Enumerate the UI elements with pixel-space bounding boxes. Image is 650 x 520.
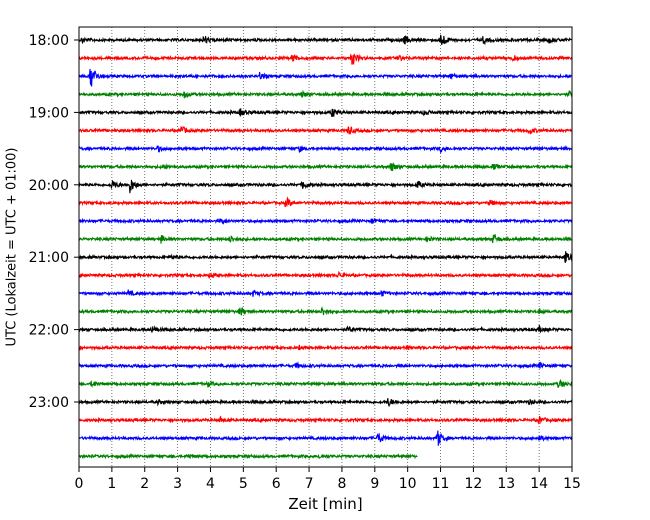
trace-2030 [78,217,573,225]
trace-2200 [78,324,573,334]
x-tick-label-2: 2 [140,476,149,492]
trace-1815 [78,53,573,65]
y-tick-label-5: 23:00 [29,395,69,411]
y-tick-label-3: 21:00 [29,250,69,266]
trace-2015 [78,196,573,208]
x-tick-label-1: 1 [107,476,116,492]
trace-2300 [78,398,573,407]
x-tick-label-12: 12 [464,476,482,492]
trace-1900 [78,108,573,118]
trace-2145 [78,306,573,316]
x-tick-label-0: 0 [75,476,84,492]
trace-2115 [78,270,573,280]
x-tick-label-15: 15 [563,476,581,492]
trace-1800 [78,34,573,46]
x-tick-label-9: 9 [370,476,379,492]
plot-frame [78,26,573,468]
trace-2130 [78,289,573,298]
trace-1830 [78,68,573,87]
trace-2345 [78,452,418,460]
x-tick-label-5: 5 [239,476,248,492]
trace-2215 [78,344,573,352]
x-tick-label-8: 8 [337,476,346,492]
trace-2245 [78,378,573,388]
trace-1845 [78,89,573,99]
trace-1915 [78,126,573,135]
y-axis-ticks: 18:00 19:00 20:00 21:00 22:00 23:00 [29,33,79,411]
x-tick-label-7: 7 [305,476,314,492]
trace-2100 [78,251,573,263]
trace-2045 [78,233,573,244]
trace-1945 [78,161,573,171]
x-tick-label-6: 6 [272,476,281,492]
x-axis-ticks: 0 1 2 3 4 5 6 7 8 9 10 11 12 13 14 15 [75,467,581,492]
x-tick-label-13: 13 [497,476,515,492]
trace-2000 [78,179,573,194]
y-tick-label-4: 22:00 [29,323,69,339]
trace-2230 [78,361,573,370]
y-axis-title: UTC (Lokalzeit = UTC + 01:00) [5,148,20,347]
x-tick-label-14: 14 [530,476,548,492]
trace-1930 [78,144,573,155]
y-tick-label-2: 20:00 [29,178,69,194]
x-tick-label-3: 3 [173,476,182,492]
x-tick-label-4: 4 [206,476,215,492]
grid-lines [111,27,540,467]
y-tick-label-0: 18:00 [29,33,69,49]
y-tick-label-1: 19:00 [29,105,69,121]
x-tick-label-11: 11 [432,476,450,492]
x-axis-title: Zeit [min] [288,495,362,513]
trace-2315 [78,415,573,425]
seismogram-traces [78,34,573,460]
x-tick-label-10: 10 [399,476,417,492]
trace-2330 [78,430,573,446]
